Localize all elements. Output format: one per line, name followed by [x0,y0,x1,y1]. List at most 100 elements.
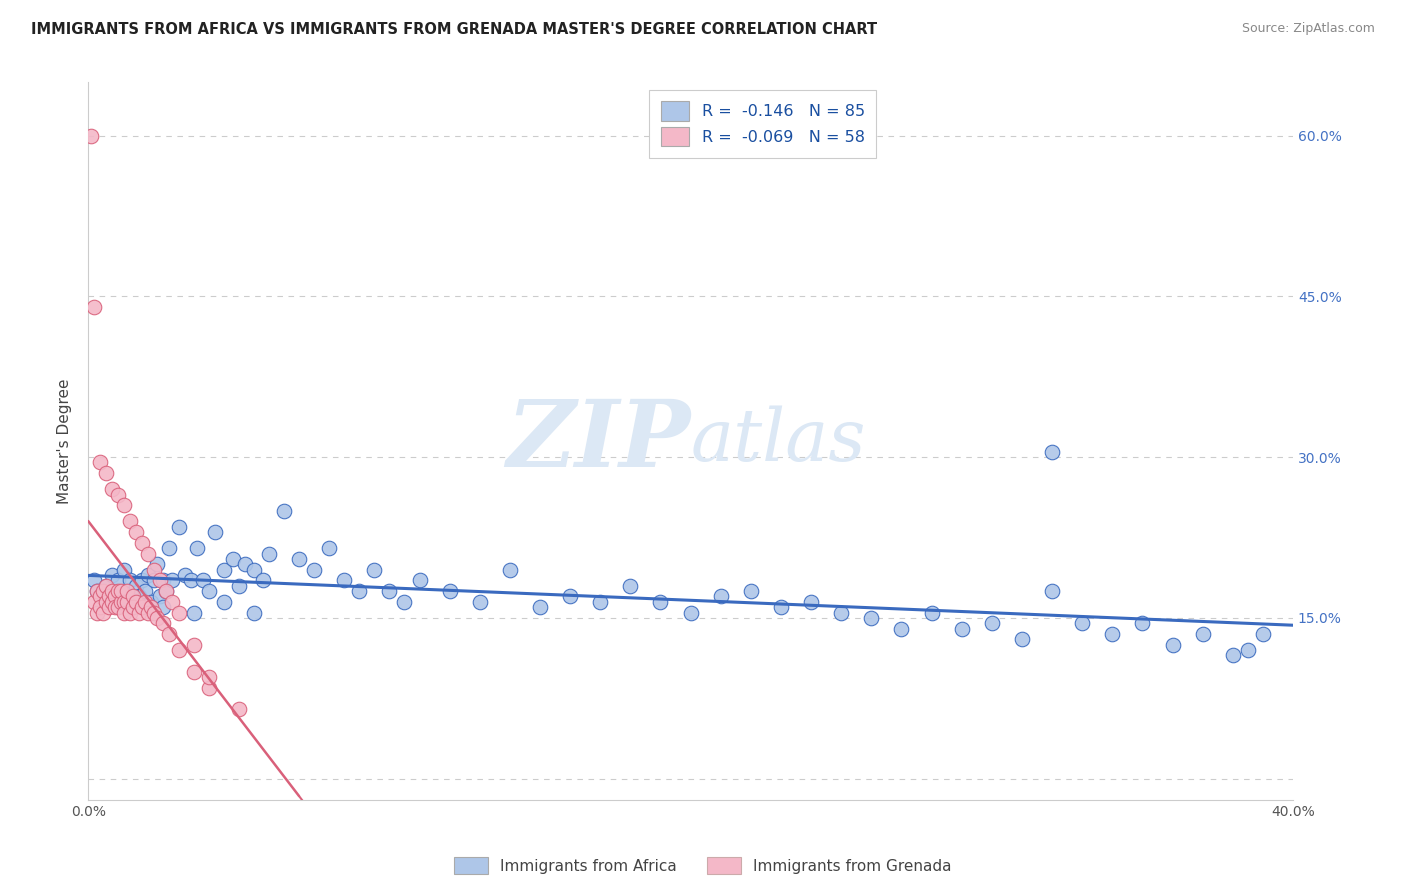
Point [107,488,129,502]
Point [101,595,124,609]
Point [104,590,127,604]
Point [122,600,145,615]
Point [468,595,491,609]
Point [619,579,641,593]
Point [252,574,274,588]
Point [131,536,153,550]
Point [152,616,174,631]
Point [96,466,118,480]
Point [204,525,226,540]
Text: atlas: atlas [690,406,866,476]
Point [394,595,416,609]
Point [149,590,172,604]
Point [1101,627,1123,641]
Point [257,547,280,561]
Point [155,584,177,599]
Point [243,563,266,577]
Point [112,499,135,513]
Point [1040,584,1063,599]
Point [112,606,135,620]
Point [110,584,132,599]
Legend: Immigrants from Africa, Immigrants from Grenada: Immigrants from Africa, Immigrants from … [449,851,957,880]
Point [131,574,153,588]
Point [1040,444,1063,458]
Text: ZIP: ZIP [506,396,690,486]
Point [91,606,114,620]
Point [228,702,250,716]
Point [143,563,166,577]
Legend: R =  -0.146   N = 85, R =  -0.069   N = 58: R = -0.146 N = 85, R = -0.069 N = 58 [650,90,876,158]
Point [89,455,111,469]
Point [86,584,108,599]
Point [318,541,340,556]
Point [146,558,169,572]
Point [117,584,139,599]
Point [167,643,190,657]
Point [159,541,181,556]
Point [363,563,385,577]
Point [212,563,235,577]
Point [149,574,172,588]
Point [83,595,105,609]
Point [288,552,311,566]
Point [80,128,103,143]
Point [89,600,111,615]
Point [101,483,124,497]
Point [138,606,160,620]
Point [167,606,190,620]
Point [89,590,111,604]
Point [529,600,551,615]
Point [83,300,105,314]
Point [122,590,145,604]
Point [134,595,156,609]
Point [98,595,121,609]
Point [769,600,792,615]
Point [98,600,121,615]
Point [125,579,148,593]
Point [120,515,142,529]
Point [152,574,174,588]
Point [183,606,205,620]
Point [890,622,912,636]
Point [980,616,1002,631]
Y-axis label: Master's Degree: Master's Degree [58,378,72,504]
Point [134,584,156,599]
Point [167,520,190,534]
Point [96,595,118,609]
Point [138,547,160,561]
Point [1191,627,1213,641]
Point [131,600,153,615]
Point [101,584,124,599]
Point [117,595,139,609]
Point [86,606,108,620]
Point [143,574,166,588]
Point [378,584,401,599]
Point [650,595,672,609]
Point [243,606,266,620]
Point [86,584,108,599]
Point [128,606,150,620]
Point [228,579,250,593]
Point [112,563,135,577]
Point [710,590,733,604]
Point [101,568,124,582]
Point [128,590,150,604]
Point [141,595,163,609]
Point [96,579,118,593]
Point [146,611,169,625]
Point [860,611,883,625]
Point [349,584,371,599]
Point [1222,648,1244,663]
Point [273,504,295,518]
Point [183,638,205,652]
Point [302,563,325,577]
Point [155,584,177,599]
Point [138,568,160,582]
Point [197,681,219,695]
Point [98,590,121,604]
Point [125,595,148,609]
Point [91,584,114,599]
Point [197,670,219,684]
Point [162,574,184,588]
Point [1161,638,1184,652]
